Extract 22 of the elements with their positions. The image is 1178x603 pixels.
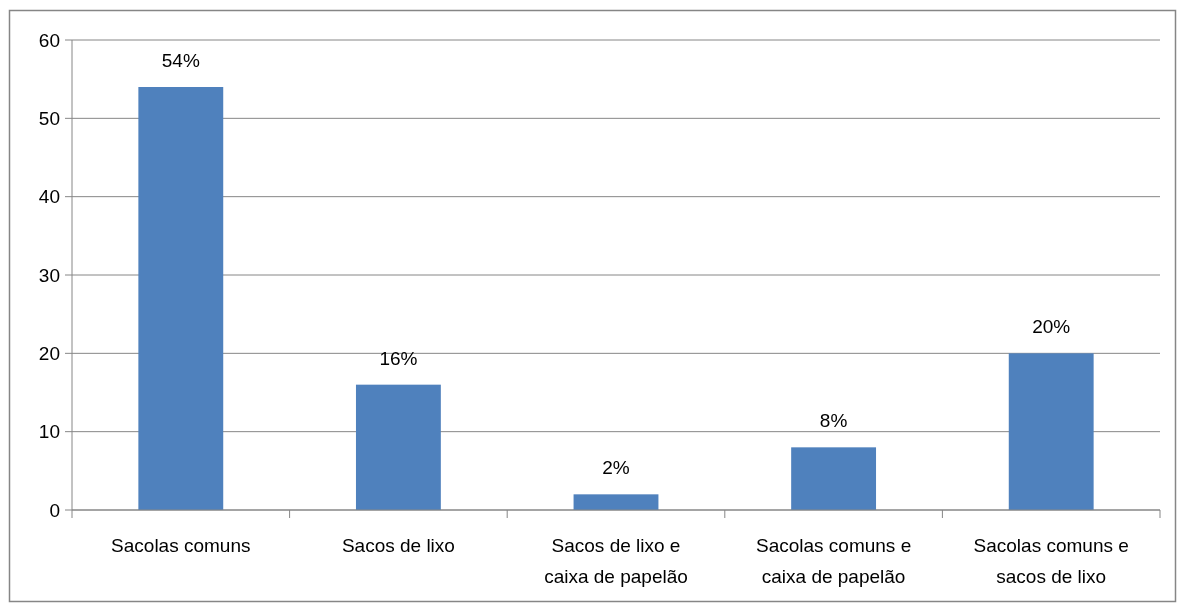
bar [138, 87, 224, 510]
data-label: 8% [819, 410, 848, 432]
y-tick-label: 10 [38, 421, 60, 443]
bar [355, 384, 441, 510]
y-tick-label: 20 [38, 342, 60, 364]
y-tick-label: 30 [38, 264, 60, 286]
x-tick-label: Sacos de lixo [341, 535, 455, 556]
y-tick-label: 40 [38, 186, 60, 208]
data-label: 16% [379, 347, 418, 369]
bar [573, 494, 659, 510]
x-tick-label: Sacolas comuns e sacos de lixo [973, 535, 1129, 587]
bar [791, 447, 877, 510]
y-tick-label: 50 [38, 107, 60, 129]
data-label: 20% [1032, 316, 1071, 338]
x-tick-label: Sacolas comuns [111, 535, 251, 556]
y-tick-label: 60 [38, 29, 60, 51]
x-tick-label: Sacolas comuns e caixa de papelão [755, 535, 912, 587]
bar [1008, 353, 1094, 510]
y-tick-label: 0 [49, 499, 60, 521]
x-tick-label: Sacos de lixo e caixa de papelão [544, 535, 688, 587]
data-label: 2% [602, 457, 630, 479]
data-label: 54% [161, 50, 200, 71]
